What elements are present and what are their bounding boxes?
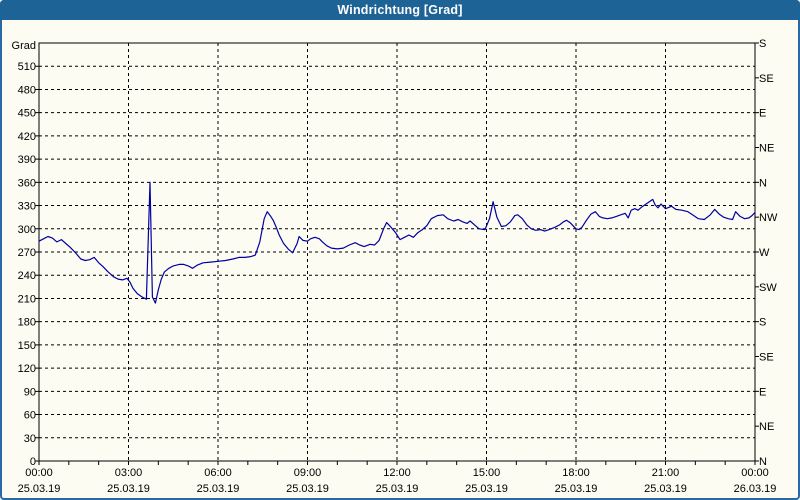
y-axis-label: 360 [18, 177, 36, 189]
x-axis-time-label: 09:00 [294, 467, 322, 479]
x-axis-date-label: 25.03.19 [197, 483, 240, 495]
y-axis-label: 420 [18, 131, 36, 143]
x-axis-date-label: 25.03.19 [644, 483, 687, 495]
x-axis-time-label: 00:00 [741, 467, 769, 479]
y-axis-label: 60 [24, 410, 36, 422]
y-axis-label: 300 [18, 224, 36, 236]
x-axis-time-label: 06:00 [204, 467, 232, 479]
grad-unit-label: Grad [12, 40, 36, 52]
compass-label: SE [759, 73, 774, 85]
compass-label: SW [759, 282, 777, 294]
compass-label: W [759, 247, 770, 259]
x-axis-time-label: 21:00 [652, 467, 680, 479]
x-axis-time-label: 15:00 [473, 467, 501, 479]
y-axis-label: 450 [18, 108, 36, 120]
y-axis-label: 240 [18, 270, 36, 282]
compass-label: N [759, 456, 767, 468]
x-axis-date-label: 25.03.19 [286, 483, 329, 495]
x-axis-time-label: 12:00 [383, 467, 411, 479]
x-axis-time-label: 18:00 [562, 467, 590, 479]
wind-direction-chart: 0 30 60 90 120 150 180 210 240 270 300 330 360 390 420… [12, 38, 778, 495]
x-axis-date-label: 25.03.19 [18, 483, 61, 495]
wind-direction-line [38, 181, 756, 304]
y-axis-label: 480 [18, 84, 36, 96]
compass-label: N [759, 177, 767, 189]
y-axis-label: 210 [18, 293, 36, 305]
x-axis-time-label: 03:00 [115, 467, 143, 479]
y-axis-label: 0 [30, 456, 36, 468]
compass-label: NW [759, 212, 778, 224]
compass-label: SE [759, 352, 774, 364]
window-title: Windrichtung [Grad] [337, 3, 463, 17]
compass-label: E [759, 386, 766, 398]
y-axis-label: 390 [18, 154, 36, 166]
y-axis-label: 270 [18, 247, 36, 259]
y-axis-label: 510 [18, 61, 36, 73]
compass-label: NE [759, 143, 774, 155]
x-axis-date-label: 25.03.19 [555, 483, 598, 495]
x-axis-date-label: 25.03.19 [107, 483, 150, 495]
compass-label: E [759, 108, 766, 120]
y-axis-label: 180 [18, 317, 36, 329]
y-axis-label: 150 [18, 340, 36, 352]
x-axis-time-label: 00:00 [25, 467, 53, 479]
x-axis-date-label: 25.03.19 [465, 483, 508, 495]
x-axis-date-label: 25.03.19 [376, 483, 419, 495]
y-axis-label: 120 [18, 363, 36, 375]
x-axis-date-label: 26.03.19 [734, 483, 777, 495]
compass-label: S [759, 38, 766, 50]
y-axis-label: 90 [24, 386, 36, 398]
window-titlebar: Windrichtung [Grad] [0, 0, 800, 20]
y-axis-label: 30 [24, 433, 36, 445]
compass-label: S [759, 317, 766, 329]
y-axis-label: 330 [18, 201, 36, 213]
compass-label: NE [759, 421, 774, 433]
